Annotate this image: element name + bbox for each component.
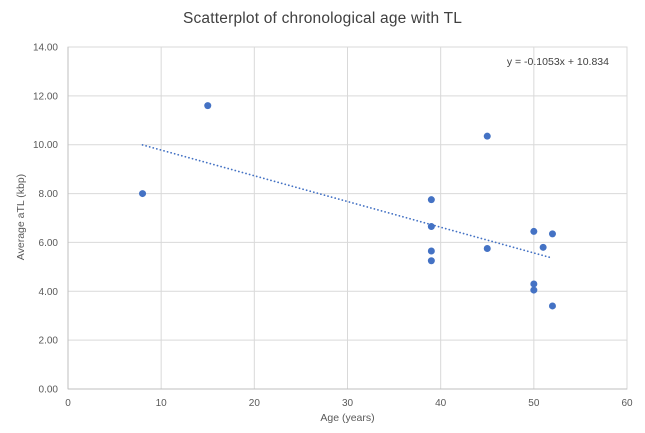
x-axis-title: Age (years): [320, 412, 375, 424]
y-tick-label: 14.00: [33, 43, 58, 54]
data-point: [530, 227, 538, 235]
x-tick-label: 40: [435, 398, 447, 409]
data-point: [548, 302, 556, 310]
data-point: [204, 102, 212, 110]
y-tick-label: 4.00: [39, 287, 59, 298]
data-point: [427, 257, 435, 265]
trendline-equation-label: y = -0.1053x + 10.834: [506, 56, 609, 68]
y-tick-label: 12.00: [33, 91, 58, 102]
data-point: [427, 247, 435, 255]
data-point: [530, 280, 538, 288]
data-point: [539, 243, 547, 251]
data-point: [483, 132, 491, 140]
data-point: [548, 230, 556, 238]
data-point: [427, 223, 435, 231]
data-point: [483, 245, 491, 253]
chart-title: Scatterplot of chronological age with TL: [182, 10, 463, 27]
x-tick-label: 50: [528, 398, 540, 409]
y-tick-label: 0.00: [39, 385, 59, 396]
x-tick-label: 0: [65, 398, 71, 409]
x-tick-label: 60: [621, 398, 633, 409]
x-tick-label: 30: [342, 398, 354, 409]
y-axis-title: Average aTL (kbp): [15, 173, 27, 261]
y-tick-label: 8.00: [39, 189, 59, 200]
data-point: [427, 196, 435, 204]
x-tick-label: 20: [249, 398, 261, 409]
data-point: [139, 190, 147, 198]
trendline: [141, 144, 554, 259]
y-tick-label: 6.00: [39, 238, 59, 249]
x-tick-label: 10: [156, 398, 168, 409]
y-tick-label: 2.00: [39, 336, 59, 347]
y-tick-label: 10.00: [33, 140, 58, 151]
data-point: [530, 286, 538, 294]
